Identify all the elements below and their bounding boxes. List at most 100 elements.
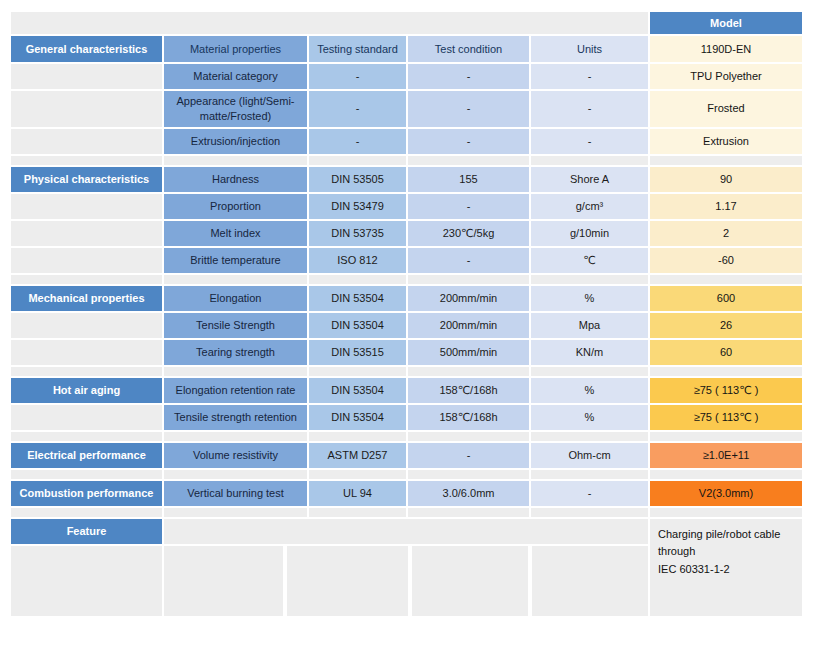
units-cell: g/10min (531, 221, 648, 246)
value-cell: 600 (650, 286, 802, 311)
standard-cell: DIN 53479 (309, 194, 406, 219)
spacer-cell (650, 470, 802, 479)
spec-row: Tensile StrengthDIN 53504200mm/minMpa26 (11, 313, 802, 338)
value-cell: 90 (650, 167, 802, 192)
spec-row: Melt indexDIN 53735230℃/5kgg/10min2 (11, 221, 802, 246)
spacer-cell (164, 275, 307, 284)
feature-middle-band-cell (164, 519, 648, 544)
spacer-cell (650, 156, 802, 165)
spacer-cell (164, 508, 307, 517)
units-cell: Mpa (531, 313, 648, 338)
standard-cell: DIN 53504 (309, 313, 406, 338)
value-cell: Frosted (650, 91, 802, 127)
property-cell: Appearance (light/Semi-matte/Frosted) (164, 91, 307, 127)
category-empty-cell (11, 313, 162, 338)
test-condition-header-cell: Test condition (408, 36, 529, 62)
spacer-cell (309, 508, 406, 517)
units-cell: % (531, 378, 648, 403)
spacer-cell (408, 470, 529, 479)
bottom-empty-cell (287, 546, 408, 616)
section-spacer-row (11, 275, 802, 284)
spacer-cell (408, 275, 529, 284)
category-empty-cell (11, 64, 162, 89)
section-spacer-row (11, 508, 802, 517)
category-empty-cell (11, 129, 162, 154)
standard-cell: UL 94 (309, 481, 406, 506)
category-empty-cell (11, 91, 162, 127)
category-empty-cell (11, 248, 162, 273)
category-cell: Mechanical properties (11, 286, 162, 311)
model-header-cell: Model (650, 12, 802, 34)
category-cell: Electrical performance (11, 443, 162, 468)
spacer-cell (650, 367, 802, 376)
standard-cell: - (309, 64, 406, 89)
material-datasheet: ModelGeneral characteristicsMaterial pro… (9, 10, 804, 618)
section-spacer-row (11, 432, 802, 441)
feature-text-cell: Charging pile/robot cable throughIEC 603… (650, 519, 802, 616)
value-cell: Extrusion (650, 129, 802, 154)
spacer-cell (531, 156, 648, 165)
category-header-cell: General characteristics (11, 36, 162, 62)
spec-table: ModelGeneral characteristicsMaterial pro… (9, 10, 804, 618)
spacer-cell (164, 367, 307, 376)
standard-cell: ASTM D257 (309, 443, 406, 468)
units-cell: - (531, 481, 648, 506)
property-cell: Brittle temperature (164, 248, 307, 273)
spacer-cell (408, 367, 529, 376)
model-header-row: Model (11, 12, 802, 34)
feature-header-cell: Feature (11, 519, 162, 544)
category-empty-cell (11, 405, 162, 430)
units-cell: % (531, 405, 648, 430)
property-cell: Tensile Strength (164, 313, 307, 338)
bottom-empty-cell (532, 546, 648, 616)
model-value-cell: 1190D-EN (650, 36, 802, 62)
category-cell: Hot air aging (11, 378, 162, 403)
spacer-cell (11, 275, 162, 284)
category-empty-cell (11, 194, 162, 219)
standard-cell: DIN 53505 (309, 167, 406, 192)
category-cell: Combustion performance (11, 481, 162, 506)
value-cell: 26 (650, 313, 802, 338)
value-cell: V2(3.0mm) (650, 481, 802, 506)
category-cell: Physical characteristics (11, 167, 162, 192)
units-cell: g/cm³ (531, 194, 648, 219)
spacer-cell (309, 432, 406, 441)
standard-cell: ISO 812 (309, 248, 406, 273)
property-cell: Melt index (164, 221, 307, 246)
condition-cell: 155 (408, 167, 529, 192)
value-cell: ≥75 ( 113℃ ) (650, 405, 802, 430)
condition-cell: 3.0/6.0mm (408, 481, 529, 506)
spec-row: Combustion performanceVertical burning t… (11, 481, 802, 506)
condition-cell: 230℃/5kg (408, 221, 529, 246)
standard-cell: DIN 53504 (309, 286, 406, 311)
standard-cell: DIN 53515 (309, 340, 406, 365)
bottom-left-cell (11, 546, 162, 616)
spacer-cell (309, 275, 406, 284)
value-cell: -60 (650, 248, 802, 273)
value-cell: ≥1.0E+11 (650, 443, 802, 468)
condition-cell: - (408, 129, 529, 154)
spacer-cell (309, 156, 406, 165)
condition-cell: - (408, 64, 529, 89)
model-header-spacer-cell (11, 12, 648, 34)
testing-standard-header-cell: Testing standard (309, 36, 406, 62)
spacer-cell (531, 508, 648, 517)
spec-row: Appearance (light/Semi-matte/Frosted)---… (11, 91, 802, 127)
spec-row: Tensile strength retentionDIN 53504158℃/… (11, 405, 802, 430)
units-cell: Ohm-cm (531, 443, 648, 468)
column-header-row: General characteristicsMaterial properti… (11, 36, 802, 62)
spec-row: Tearing strengthDIN 53515500mm/minKN/m60 (11, 340, 802, 365)
spec-row: Mechanical propertiesElongationDIN 53504… (11, 286, 802, 311)
spacer-cell (164, 432, 307, 441)
section-spacer-row (11, 156, 802, 165)
spacer-cell (531, 367, 648, 376)
condition-cell: - (408, 194, 529, 219)
spec-row: ProportionDIN 53479-g/cm³1.17 (11, 194, 802, 219)
spec-table-body: ModelGeneral characteristicsMaterial pro… (11, 12, 802, 616)
value-cell: 60 (650, 340, 802, 365)
spacer-cell (11, 432, 162, 441)
spacer-cell (309, 470, 406, 479)
condition-cell: 158℃/168h (408, 378, 529, 403)
spacer-cell (408, 508, 529, 517)
units-cell: KN/m (531, 340, 648, 365)
